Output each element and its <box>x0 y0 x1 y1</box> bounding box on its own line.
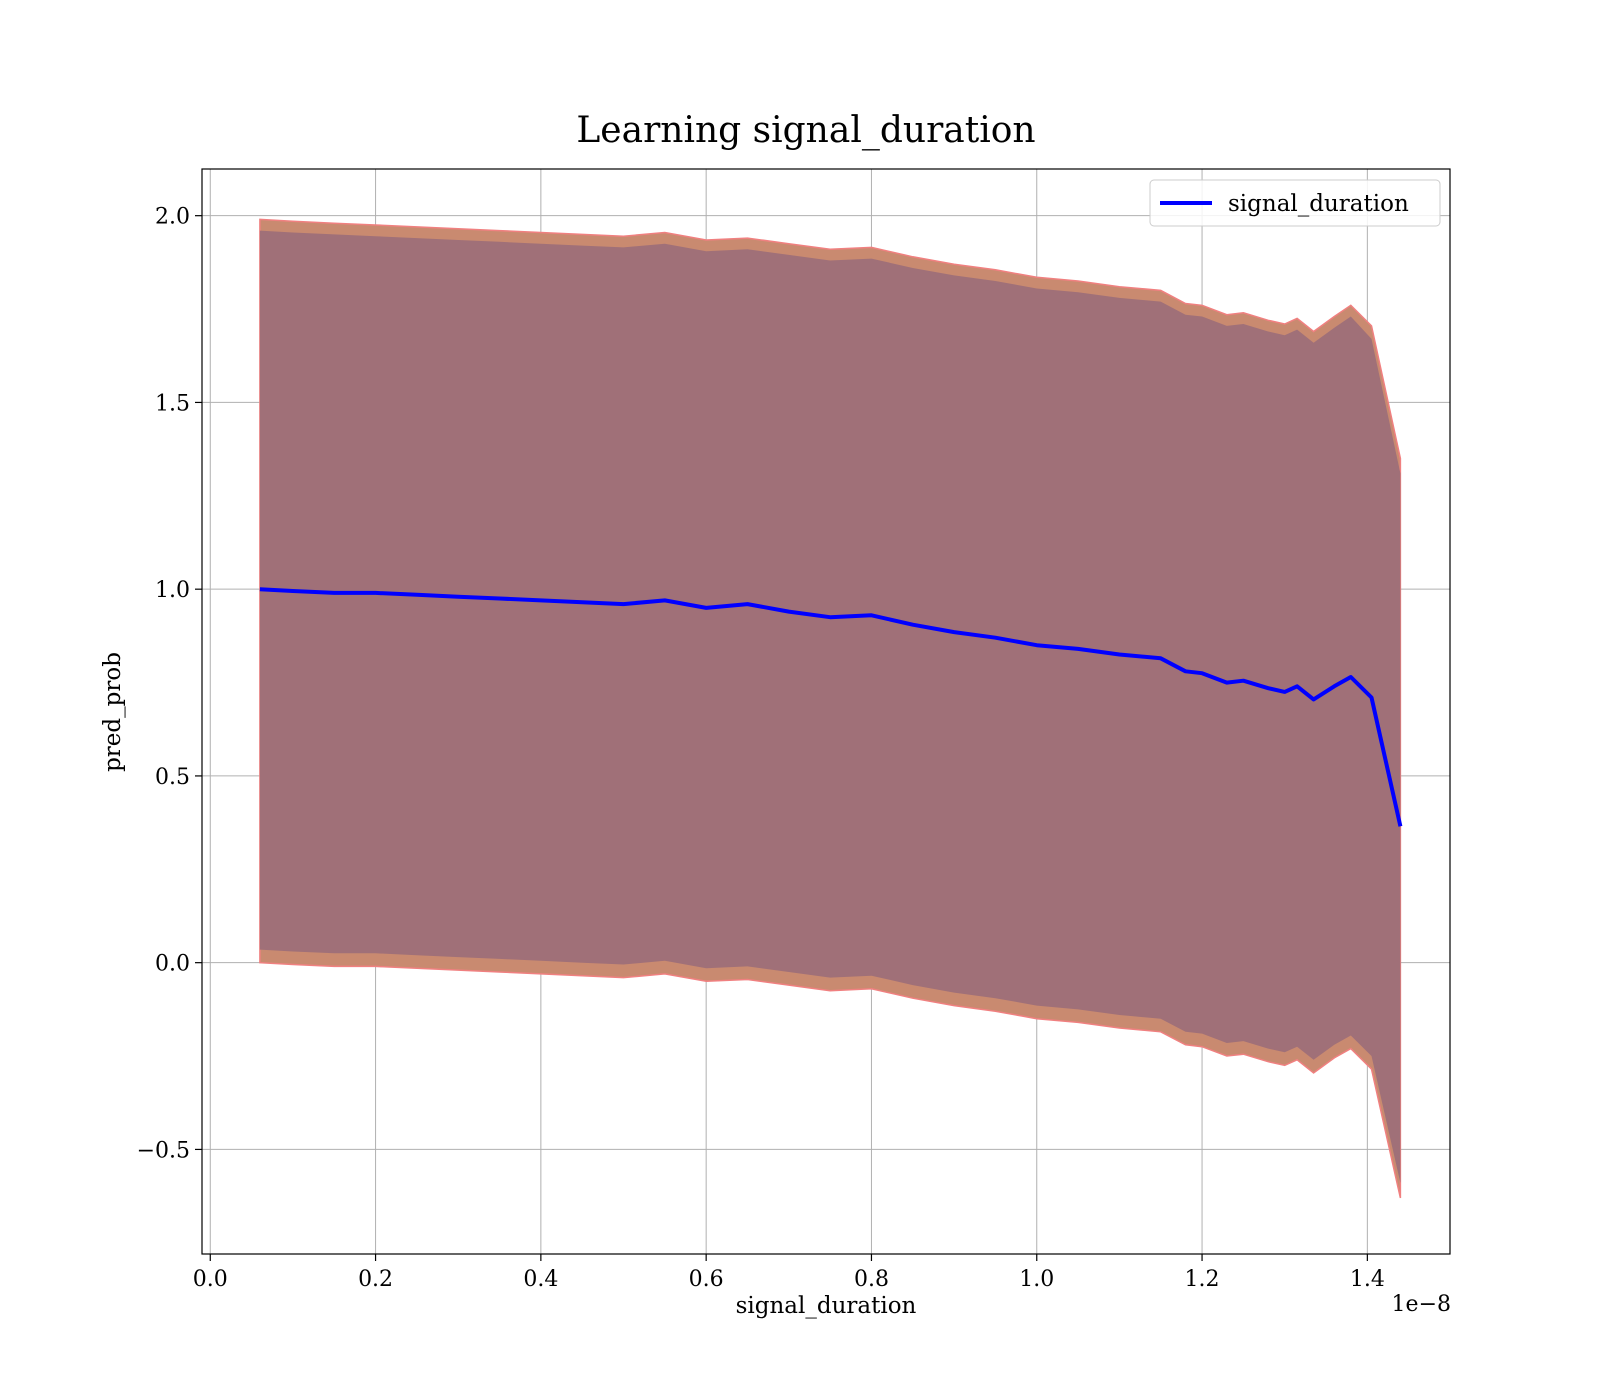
y-tick-label: 0.0 <box>155 952 190 977</box>
x-axis-label: signal_duration <box>736 1293 917 1319</box>
legend-box <box>1149 179 1441 227</box>
x-tick-label: 0.6 <box>689 1267 724 1292</box>
legend-label: signal_duration <box>1228 191 1409 217</box>
x-axis-offset-label: 1e−8 <box>1392 1292 1451 1317</box>
y-axis-label: pred_prob <box>100 652 126 772</box>
x-tick-label: 1.0 <box>1019 1267 1054 1292</box>
x-tick-label: 1.4 <box>1350 1267 1385 1292</box>
inner-band <box>259 230 1401 1184</box>
confidence-bands <box>259 218 1402 1199</box>
series-line-signal-duration <box>259 587 1403 827</box>
y-tick-label: 1.0 <box>155 578 190 603</box>
x-tick-label: 0.8 <box>854 1267 889 1292</box>
axis-ticks: 0.0 0.2 0.4 0.6 0.8 1.0 1.2 1.4 −0.5 0.0 0.5 1.0 1.5… <box>137 205 1385 1292</box>
chart-title: Learning signal_duration <box>576 110 1035 151</box>
x-tick-label: 0.0 <box>193 1267 228 1292</box>
y-tick-label: 0.5 <box>155 765 190 790</box>
x-tick-label: 1.2 <box>1185 1267 1220 1292</box>
x-tick-label: 0.2 <box>358 1267 393 1292</box>
y-tick-label: 2.0 <box>155 205 190 230</box>
plot-frame <box>201 168 1451 1255</box>
y-tick-label: 1.5 <box>155 391 190 416</box>
legend: signal_duration <box>1149 179 1441 227</box>
x-tick-label: 0.4 <box>523 1267 558 1292</box>
y-tick-label: −0.5 <box>137 1138 190 1163</box>
series-lines <box>259 587 1403 827</box>
